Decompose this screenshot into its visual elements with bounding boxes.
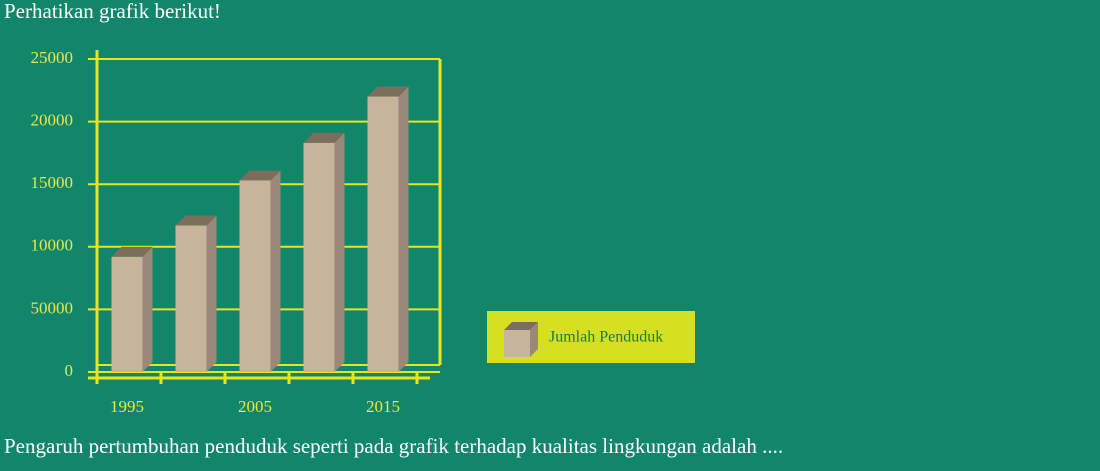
- x-tick-label: 1995: [110, 397, 144, 416]
- heading: Perhatikan grafik berikut!: [4, 0, 221, 23]
- x-tick-label: 2015: [366, 397, 400, 416]
- bar-top: [303, 132, 345, 143]
- bar: [239, 180, 271, 372]
- bar-side: [270, 170, 281, 372]
- legend-swatch-side: [530, 322, 538, 357]
- y-tick-label: 50000: [31, 298, 74, 317]
- bar: [303, 142, 335, 372]
- bar-top: [239, 170, 281, 181]
- legend-label: Jumlah Penduduk: [549, 329, 663, 346]
- legend-swatch: [504, 330, 530, 357]
- bar-top: [111, 246, 153, 257]
- bar: [111, 256, 143, 372]
- question: Pengaruh pertumbuhan penduduk seperti pa…: [4, 434, 783, 458]
- bar-top: [367, 86, 409, 97]
- bar: [175, 225, 207, 372]
- y-tick-label: 0: [65, 361, 74, 380]
- y-tick-label: 15000: [31, 173, 74, 192]
- bar: [367, 96, 399, 372]
- bar-side: [398, 86, 409, 372]
- y-tick-label: 20000: [31, 111, 74, 130]
- bar-side: [334, 132, 345, 372]
- legend-swatch-top: [504, 322, 538, 330]
- bar-top: [175, 215, 217, 226]
- y-tick-label: 10000: [31, 236, 74, 255]
- x-tick-label: 2005: [238, 397, 272, 416]
- bar-side: [142, 246, 153, 372]
- y-tick-label: 25000: [31, 48, 74, 67]
- bar-side: [206, 215, 217, 372]
